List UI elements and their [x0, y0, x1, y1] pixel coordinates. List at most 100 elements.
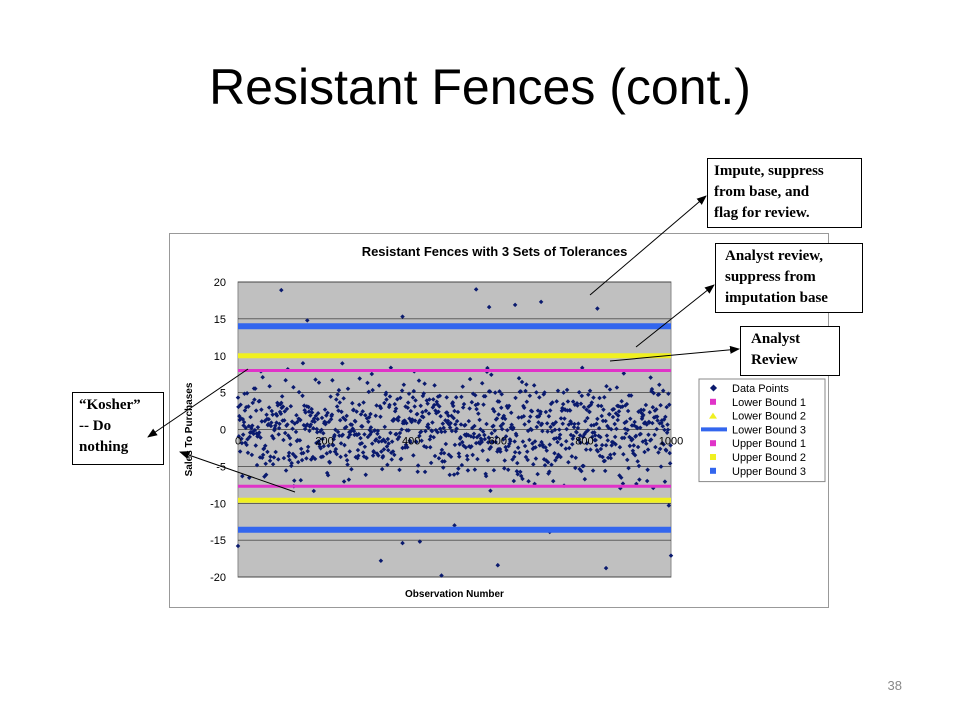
data-point	[533, 456, 539, 461]
data-point	[429, 428, 435, 434]
data-point	[638, 407, 644, 413]
data-point	[565, 399, 571, 404]
data-point	[547, 408, 553, 413]
data-point	[417, 433, 422, 439]
data-point	[521, 405, 527, 411]
data-point	[320, 454, 326, 459]
data-point	[445, 418, 451, 424]
callout-analyst-review: Analyst Review	[740, 326, 840, 376]
page-number: 38	[887, 678, 902, 693]
legend-label: Upper Bound 2	[732, 452, 806, 464]
data-point	[406, 391, 412, 397]
data-point	[344, 413, 349, 419]
data-point	[315, 416, 320, 422]
data-point	[542, 462, 548, 468]
data-point	[381, 447, 387, 452]
data-point	[479, 439, 485, 445]
data-point	[455, 409, 461, 415]
y-tick-label: 20	[214, 277, 226, 289]
data-point	[586, 392, 591, 397]
data-point	[460, 439, 465, 445]
callout-analyst-line1: Analyst	[751, 331, 801, 347]
data-point	[424, 444, 429, 450]
data-point	[502, 416, 508, 422]
data-point	[471, 434, 476, 440]
data-point	[419, 438, 424, 444]
data-point	[552, 450, 557, 456]
data-point	[401, 382, 407, 388]
data-point	[442, 429, 448, 434]
legend-label: Lower Bound 1	[732, 397, 806, 409]
data-point	[385, 462, 390, 468]
data-point	[644, 422, 650, 427]
data-point	[377, 435, 382, 440]
data-point	[600, 454, 605, 460]
data-point	[566, 460, 571, 465]
data-point	[607, 412, 612, 417]
data-point	[499, 405, 504, 410]
data-point	[327, 460, 333, 465]
data-point	[460, 405, 466, 410]
data-point	[437, 404, 442, 409]
data-point	[497, 389, 502, 394]
data-point	[298, 417, 303, 423]
data-point	[477, 417, 482, 423]
data-point	[614, 385, 620, 390]
data-point	[347, 432, 353, 437]
data-point	[341, 396, 346, 401]
data-point	[457, 454, 462, 459]
data-point	[454, 418, 460, 424]
data-point	[412, 418, 418, 423]
callout-impute: Impute, suppress from base, and flag for…	[707, 158, 862, 228]
data-point	[389, 439, 395, 444]
data-point	[662, 427, 667, 433]
data-point	[553, 420, 559, 425]
legend-symbol	[710, 454, 716, 460]
data-point	[426, 425, 431, 431]
data-point	[590, 468, 596, 473]
data-point	[380, 453, 386, 459]
data-point	[439, 447, 445, 453]
data-point	[347, 449, 352, 454]
data-point	[479, 381, 485, 386]
data-point	[351, 428, 357, 434]
data-point	[357, 376, 362, 381]
data-point	[398, 456, 404, 462]
data-point	[396, 414, 401, 420]
data-point	[301, 450, 306, 456]
data-point	[498, 449, 503, 454]
data-point	[448, 454, 454, 459]
data-point	[666, 503, 672, 508]
data-point	[650, 404, 656, 410]
data-point	[383, 390, 389, 395]
data-point	[441, 450, 447, 456]
data-point	[319, 415, 325, 421]
data-point	[437, 393, 443, 399]
data-point	[513, 395, 518, 401]
data-point	[481, 402, 486, 407]
data-point	[399, 388, 405, 393]
y-tick-label: 0	[220, 425, 226, 437]
data-point	[599, 413, 604, 419]
legend-symbol	[709, 412, 717, 419]
data-point	[627, 443, 633, 449]
data-point	[525, 457, 530, 463]
data-point	[427, 445, 433, 450]
data-point	[432, 383, 437, 388]
data-point	[484, 421, 489, 427]
data-point	[488, 488, 493, 493]
data-point	[248, 414, 253, 420]
data-point	[519, 379, 525, 385]
data-point	[421, 391, 427, 396]
data-point	[435, 429, 440, 435]
data-point	[343, 453, 349, 458]
data-point	[335, 429, 341, 435]
data-point	[277, 421, 282, 427]
data-point	[397, 467, 402, 473]
y-tick-label: 15	[214, 314, 226, 326]
data-point	[388, 430, 393, 436]
data-point	[427, 397, 432, 402]
data-point	[387, 402, 392, 408]
data-point	[660, 424, 666, 429]
data-point	[405, 400, 411, 405]
